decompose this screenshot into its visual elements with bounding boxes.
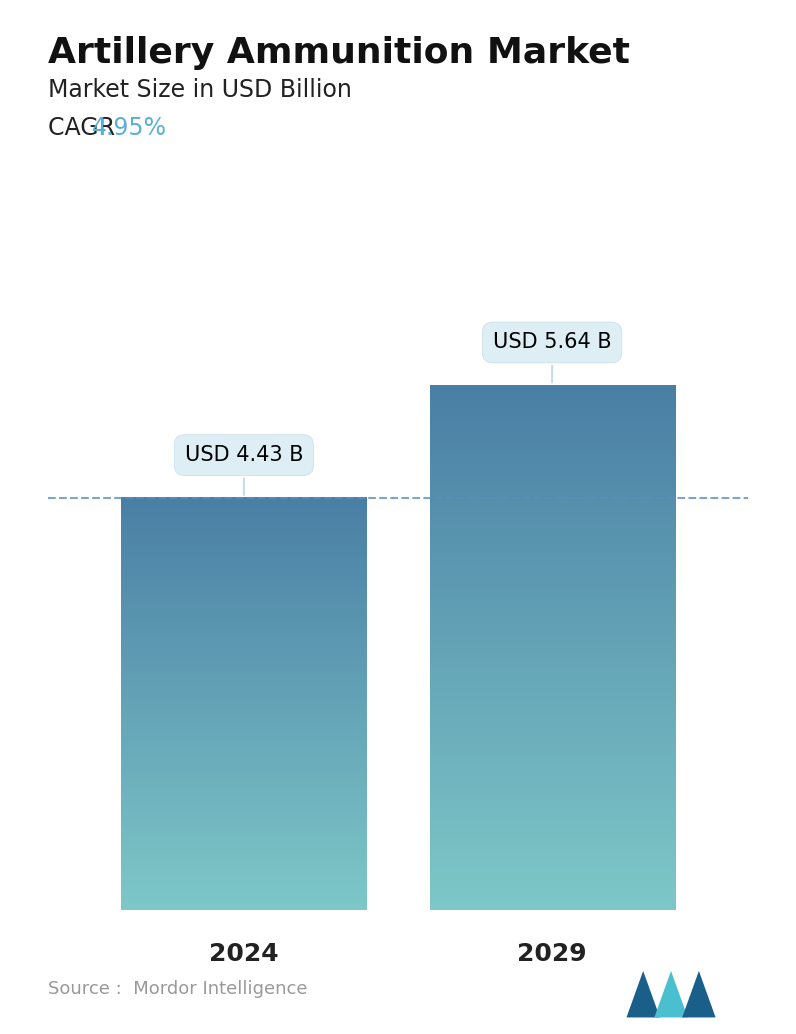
Text: 2024: 2024 (209, 943, 279, 967)
Text: Market Size in USD Billion: Market Size in USD Billion (48, 78, 352, 101)
Text: CAGR: CAGR (48, 116, 123, 140)
Text: 4.95%: 4.95% (92, 116, 166, 140)
Polygon shape (654, 971, 688, 1017)
Text: USD 5.64 B: USD 5.64 B (493, 333, 611, 383)
Text: Artillery Ammunition Market: Artillery Ammunition Market (48, 36, 630, 70)
Polygon shape (682, 971, 716, 1017)
Polygon shape (626, 971, 660, 1017)
Text: USD 4.43 B: USD 4.43 B (185, 445, 303, 495)
Text: Source :  Mordor Intelligence: Source : Mordor Intelligence (48, 980, 307, 998)
Text: 2029: 2029 (517, 943, 587, 967)
